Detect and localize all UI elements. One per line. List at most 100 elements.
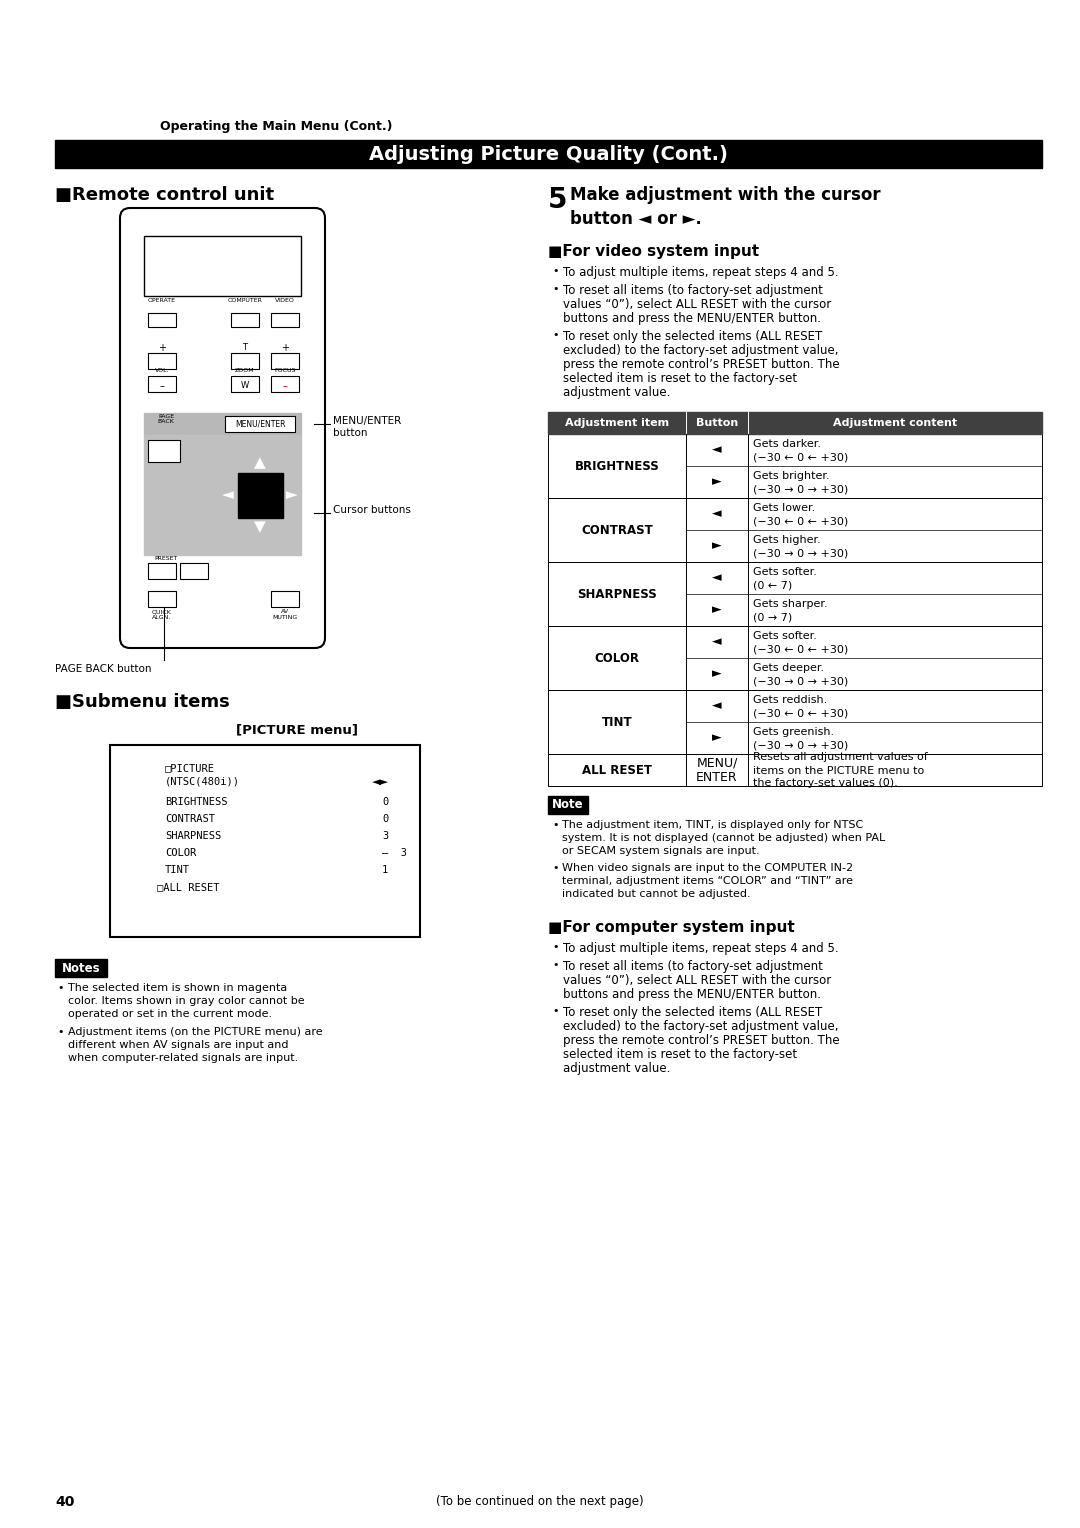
Text: Gets softer.: Gets softer. [753,631,816,642]
Text: (To be continued on the next page): (To be continued on the next page) [436,1494,644,1508]
Bar [231,313,259,327]
Text: BRIGHTNESS: BRIGHTNESS [575,460,660,472]
Text: QUICK
ALGN.: QUICK ALGN. [152,610,172,620]
Bar [548,796,588,814]
Text: To adjust multiple items, repeat steps 4 and 5.: To adjust multiple items, repeat steps 4… [563,941,839,955]
Text: 0: 0 [382,798,388,807]
Text: when computer-related signals are input.: when computer-related signals are input. [68,1053,298,1063]
Text: –: – [160,380,164,391]
Text: press the remote control’s PRESET button. The: press the remote control’s PRESET button… [563,358,839,371]
Text: COMPUTER: COMPUTER [228,298,262,303]
Text: ■Remote control unit: ■Remote control unit [55,186,274,205]
Text: Cursor buttons: Cursor buttons [333,504,410,515]
Bar [148,591,176,607]
Text: ►: ► [712,475,721,489]
Text: ALL RESET: ALL RESET [582,764,652,776]
Text: To adjust multiple items, repeat steps 4 and 5.: To adjust multiple items, repeat steps 4… [563,266,839,280]
Text: •: • [552,284,558,293]
Text: Note: Note [552,799,584,811]
Bar [148,353,176,368]
Text: •: • [552,1005,558,1016]
Text: CONTRAST: CONTRAST [581,524,653,536]
Text: VIDEO: VIDEO [275,298,295,303]
Bar [548,691,1042,753]
Text: (−30 ← 0 ← +30): (−30 ← 0 ← +30) [753,516,848,526]
Text: –  3: – 3 [382,848,407,859]
Text: 0: 0 [382,814,388,824]
Text: •: • [552,266,558,277]
Text: press the remote control’s PRESET button. The: press the remote control’s PRESET button… [563,1034,839,1047]
Text: □ALL RESET: □ALL RESET [157,882,219,892]
Text: Adjustment item: Adjustment item [565,419,670,428]
Bar [548,562,1042,626]
Text: To reset only the selected items (ALL RESET: To reset only the selected items (ALL RE… [563,1005,822,1019]
Text: Gets greenish.: Gets greenish. [753,727,834,736]
Text: selected item is reset to the factory-set: selected item is reset to the factory-se… [563,1048,797,1060]
Text: •: • [552,863,558,872]
Text: 5: 5 [548,186,567,214]
Text: Gets brighter.: Gets brighter. [753,471,829,481]
Text: □PICTURE: □PICTURE [165,762,215,773]
Text: T: T [243,344,247,353]
Bar [548,626,1042,691]
Text: PRESET: PRESET [154,556,178,561]
Bar [231,353,259,368]
Text: Adjustment content: Adjustment content [833,419,957,428]
FancyBboxPatch shape [120,208,325,648]
Bar [55,960,107,976]
Text: ▼: ▼ [254,520,266,535]
Bar [271,313,299,327]
Text: ◄: ◄ [712,636,721,648]
Text: Resets all adjustment values of: Resets all adjustment values of [753,752,928,762]
Text: ▲: ▲ [254,455,266,471]
Text: To reset all items (to factory-set adjustment: To reset all items (to factory-set adjus… [563,284,823,296]
Bar [271,376,299,393]
Text: MENU/ENTER: MENU/ENTER [234,420,285,428]
Text: ◄: ◄ [712,443,721,457]
Bar [231,376,259,393]
Text: SHARPNESS: SHARPNESS [165,831,221,840]
Text: ◄: ◄ [712,571,721,585]
Text: ►: ► [712,604,721,616]
Text: ◄►: ◄► [372,778,389,787]
Text: •: • [552,330,558,341]
Text: To reset only the selected items (ALL RESET: To reset only the selected items (ALL RE… [563,330,822,342]
Text: adjustment value.: adjustment value. [563,1062,671,1076]
Text: selected item is reset to the factory-set: selected item is reset to the factory-se… [563,371,797,385]
Text: The selected item is shown in magenta: The selected item is shown in magenta [68,983,287,993]
Text: Gets darker.: Gets darker. [753,439,821,449]
Text: The adjustment item, TINT, is displayed only for NTSC: The adjustment item, TINT, is displayed … [562,821,863,830]
Text: indicated but cannot be adjusted.: indicated but cannot be adjusted. [562,889,751,898]
Text: Gets lower.: Gets lower. [753,503,815,513]
Text: ◄: ◄ [712,700,721,712]
Text: VOL.: VOL. [154,368,170,373]
Text: Gets deeper.: Gets deeper. [753,663,824,672]
Text: ◄: ◄ [222,487,234,503]
Text: •: • [552,941,558,952]
Text: SHARPNESS: SHARPNESS [577,587,657,601]
Bar [271,353,299,368]
Text: To reset all items (to factory-set adjustment: To reset all items (to factory-set adjus… [563,960,823,973]
Text: ►: ► [712,668,721,680]
Text: ■Submenu items: ■Submenu items [55,694,230,711]
Text: ►: ► [712,539,721,553]
Text: (−30 → 0 → +30): (−30 → 0 → +30) [753,740,848,750]
Text: Button: Button [696,419,738,428]
Text: ZOOM: ZOOM [235,368,255,373]
Text: (NTSC(480i)): (NTSC(480i)) [165,778,240,787]
Text: (−30 ← 0 ← +30): (−30 ← 0 ← +30) [753,707,848,718]
Text: •: • [552,821,558,830]
Text: TINT: TINT [165,865,190,876]
Bar [148,313,176,327]
Text: (0 ← 7): (0 ← 7) [753,581,793,590]
Text: system. It is not displayed (cannot be adjusted) when PAL: system. It is not displayed (cannot be a… [562,833,886,843]
Text: [PICTURE menu]: [PICTURE menu] [235,723,357,736]
Text: FOCUS: FOCUS [274,368,296,373]
Text: COLOR: COLOR [165,848,197,859]
Text: (−30 → 0 → +30): (−30 → 0 → +30) [753,675,848,686]
Text: W: W [241,382,249,391]
Text: items on the PICTURE menu to: items on the PICTURE menu to [753,766,924,776]
Text: AV
MUTING: AV MUTING [272,610,298,620]
Text: (−30 → 0 → +30): (−30 → 0 → +30) [753,484,848,494]
Text: –: – [283,380,287,391]
